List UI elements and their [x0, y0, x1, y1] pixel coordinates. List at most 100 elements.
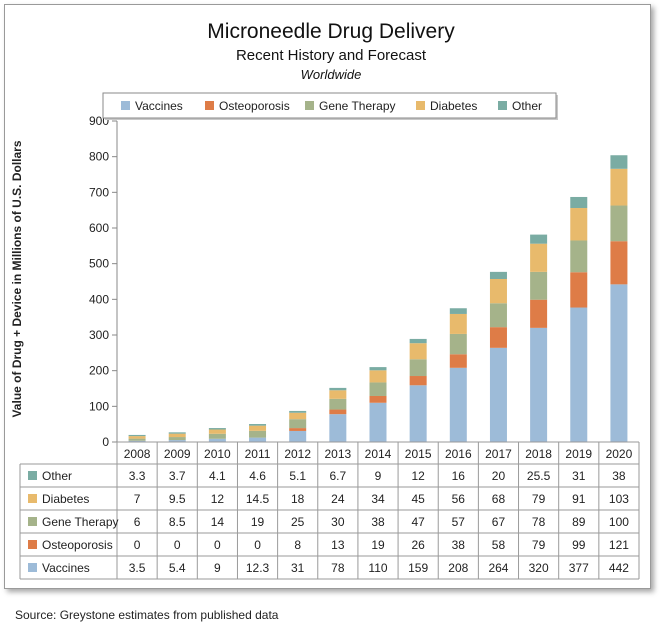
bar-segment-gene-therapy: [208, 433, 226, 439]
table-cell: 67: [492, 515, 506, 529]
bar-segment-osteoporosis: [289, 428, 307, 431]
bar-segment-diabetes: [329, 390, 347, 399]
y-tick-label: 600: [89, 221, 109, 235]
legend-swatch: [121, 101, 130, 110]
table-cell: 6.7: [330, 469, 347, 483]
bar-segment-other: [610, 155, 628, 169]
x-category-label: 2013: [324, 447, 351, 461]
table-cell: 0: [174, 538, 181, 552]
legend-label: Vaccines: [135, 99, 183, 113]
table-cell: 20: [492, 469, 506, 483]
bar-segment-vaccines: [489, 347, 507, 442]
table-cell: 442: [609, 561, 629, 575]
table-row-swatch: [28, 540, 37, 549]
bar-segment-other: [329, 387, 347, 391]
chart-title: Microneedle Drug Delivery: [207, 20, 455, 43]
legend-swatch: [305, 101, 314, 110]
bar-segment-gene-therapy: [369, 382, 387, 396]
stacked-bar-chart: Microneedle Drug Delivery Recent History…: [10, 20, 640, 580]
bar-segment-gene-therapy: [128, 438, 146, 441]
bar-segment-osteoporosis: [369, 395, 387, 403]
legend-swatch: [498, 101, 507, 110]
table-cell: 89: [572, 515, 586, 529]
table-cell: 377: [569, 561, 589, 575]
table-cell: 19: [371, 538, 385, 552]
bar-segment-other: [530, 234, 548, 244]
bar-segment-vaccines: [249, 437, 267, 442]
y-tick-label: 800: [89, 150, 109, 164]
bar-segment-vaccines: [208, 438, 226, 442]
table-cell: 3.7: [169, 469, 186, 483]
table-cell: 12: [411, 469, 425, 483]
table-cell: 0: [214, 538, 221, 552]
bar-segment-diabetes: [369, 370, 387, 383]
table-row-label: Osteoporosis: [42, 538, 113, 552]
table-cell: 159: [408, 561, 428, 575]
table-cell: 208: [448, 561, 468, 575]
bar-segment-diabetes: [409, 343, 427, 360]
table-cell: 7: [134, 492, 141, 506]
legend-label: Diabetes: [430, 99, 477, 113]
bar-segment-diabetes: [128, 436, 146, 439]
bar-segment-osteoporosis: [530, 299, 548, 328]
bar-segment-diabetes: [610, 168, 628, 206]
x-category-label: 2010: [204, 447, 231, 461]
table-row-swatch: [28, 494, 37, 503]
table-cell: 99: [572, 538, 586, 552]
y-tick-label: 700: [89, 185, 109, 199]
bar-segment-diabetes: [449, 313, 467, 334]
bar-segment-osteoporosis: [610, 241, 628, 285]
table-cell: 45: [411, 492, 425, 506]
table-cell: 320: [529, 561, 549, 575]
bar-segment-vaccines: [409, 385, 427, 442]
table-cell: 30: [331, 515, 345, 529]
bar-segment-gene-therapy: [449, 333, 467, 355]
table-cell: 34: [371, 492, 385, 506]
x-category-label: 2020: [606, 447, 633, 461]
table-cell: 3.3: [129, 469, 146, 483]
data-table: 2008 2009 2010 2011 2012 2013 2014 2015 2016 2017…: [19, 441, 640, 580]
chart-region: Worldwide: [301, 67, 362, 82]
y-tick-label: 0: [102, 435, 109, 449]
bar-segment-osteoporosis: [409, 376, 427, 386]
bar-segment-other: [168, 432, 186, 434]
table-cell: 58: [492, 538, 506, 552]
bar-segment-other: [409, 338, 427, 344]
y-tick-label: 100: [89, 399, 109, 413]
x-category-label: 2012: [284, 447, 311, 461]
bar-segment-diabetes: [289, 412, 307, 420]
table-cell: 121: [609, 538, 629, 552]
bar-segment-gene-therapy: [570, 240, 588, 273]
y-tick-label: 500: [89, 257, 109, 271]
bar-segment-diabetes: [489, 279, 507, 304]
bar-segment-vaccines: [530, 327, 548, 442]
bar-segment-gene-therapy: [530, 271, 548, 300]
table-row-swatch: [28, 563, 37, 572]
bar-segment-gene-therapy: [249, 430, 267, 438]
bar-segment-osteoporosis: [570, 272, 588, 308]
legend-box: [102, 92, 557, 119]
bar-segment-osteoporosis: [489, 327, 507, 348]
table-cell: 12.3: [246, 561, 270, 575]
table-row-swatch: [28, 471, 37, 480]
table-cell: 6: [134, 515, 141, 529]
legend-label: Other: [512, 99, 542, 113]
x-category-label: 2018: [525, 447, 552, 461]
table-cell: 25.5: [527, 469, 551, 483]
table-row-label: Other: [42, 469, 72, 483]
chart-subtitle: Recent History and Forecast: [236, 47, 427, 64]
table-cell: 38: [371, 515, 385, 529]
table-row-label: Gene Therapy: [42, 515, 119, 529]
table-cell: 5.4: [169, 561, 186, 575]
chart-frame: Microneedle Drug Delivery Recent History…: [4, 4, 651, 589]
bar-segment-diabetes: [570, 208, 588, 241]
table-cell: 57: [452, 515, 466, 529]
bar-segment-gene-therapy: [168, 437, 186, 441]
table-cell: 100: [609, 515, 629, 529]
table-cell: 110: [368, 561, 387, 575]
bar-segment-other: [128, 434, 146, 437]
table-cell: 79: [532, 492, 546, 506]
bar-segment-osteoporosis: [329, 409, 347, 415]
table-cell: 31: [572, 469, 586, 483]
table-cell: 78: [532, 515, 546, 529]
